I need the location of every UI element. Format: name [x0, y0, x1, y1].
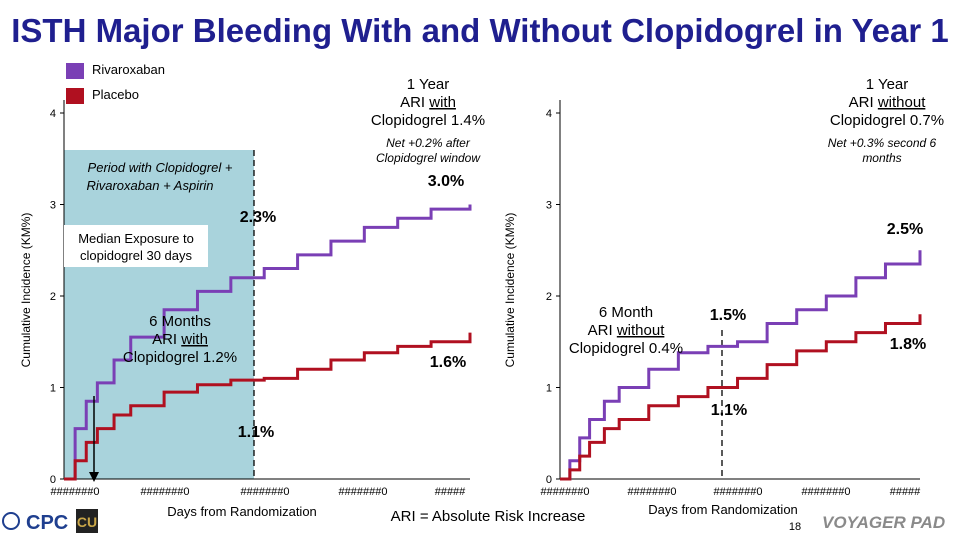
one-year-ari-line2-left: ARI with: [400, 94, 456, 111]
one-year-ari-word-right: ARI: [849, 94, 874, 111]
one-year-ari-word-left: ARI: [400, 94, 425, 111]
legend-label-placebo: Placebo: [92, 87, 139, 102]
six-month-ari-value-right: Clopidogrel 0.4%: [569, 340, 683, 357]
net-note-left-line2: Clopidogrel window: [376, 151, 481, 165]
footnote-ari: ARI = Absolute Risk Increase: [391, 508, 586, 525]
six-month-ari-line2-right: ARI without: [588, 322, 666, 339]
series-lines-left: [64, 204, 472, 481]
median-exposure-label-line1: Median Exposure to: [78, 231, 194, 246]
net-note-right-line2: months: [862, 151, 901, 165]
six-month-ari-line2: ARI with: [152, 331, 208, 348]
left-y-tick-label-1: 1: [50, 383, 56, 395]
left-x-tick-label-0: #######0: [51, 486, 100, 498]
left-x-tick-label-1: #######0: [141, 486, 190, 498]
plac-6m-label-right: 1.1%: [711, 402, 747, 419]
legend-item-placebo: Placebo: [66, 87, 139, 104]
left-series-line-placebo: [64, 332, 472, 481]
clopidogrel-window-shading: [64, 150, 254, 479]
x-ticks-left: #######0 #######0 #######0 #######0 #####: [51, 486, 467, 498]
right-y-tick-label-0: 0: [546, 474, 552, 486]
riva-1y-label-right: 2.5%: [887, 221, 923, 238]
legend-swatch-rivaroxaban: [66, 62, 84, 79]
slide-title: ISTH Major Bleeding With and Without Clo…: [11, 12, 949, 49]
right-y-tick-label-1: 1: [546, 383, 552, 395]
one-year-ari-value-right: Clopidogrel 0.7%: [830, 112, 944, 129]
left-x-tick-label-3: #######0: [339, 486, 388, 498]
one-year-ari-value-left: Clopidogrel 1.4%: [371, 112, 485, 129]
right-x-tick-label-4: #####: [890, 486, 921, 498]
plac-6m-label-left: 1.1%: [238, 424, 274, 441]
y-ticks-right: 0 1 2 3 4: [546, 108, 560, 486]
left-y-tick-label-2: 2: [50, 291, 56, 303]
six-month-ari-word: ARI: [152, 331, 177, 348]
left-x-tick-label-2: #######0: [241, 486, 290, 498]
six-month-ari-word-right: ARI: [588, 322, 613, 339]
cu-logo-block: [76, 509, 98, 533]
right-series-line-rivaroxaban: [560, 250, 922, 481]
legend-label-rivaroxaban: Rivaroxaban: [92, 62, 165, 77]
left-y-tick-label-0: 0: [50, 474, 56, 486]
voyager-pad-logo: VOYAGER PAD: [822, 513, 945, 532]
right-y-tick-label-4: 4: [546, 108, 552, 120]
plac-1y-label-left: 1.6%: [430, 354, 466, 371]
x-ticks-right: #######0 #######0 #######0 #######0 #####: [541, 486, 922, 498]
one-year-ari-title-left: 1 Year: [407, 76, 450, 93]
page-number: 18: [789, 521, 801, 533]
x-axis-title-right: Days from Randomization: [648, 502, 798, 517]
one-year-without-word-right: without: [877, 94, 926, 111]
riva-6m-label-right: 1.5%: [710, 307, 746, 324]
right-x-tick-label-3: #######0: [802, 486, 851, 498]
median-exposure-arrowhead: [89, 472, 99, 482]
right-x-tick-label-0: #######0: [541, 486, 590, 498]
cpc-logo-circle: [2, 512, 20, 530]
right-x-tick-label-2: #######0: [714, 486, 763, 498]
six-month-ari-value: Clopidogrel 1.2%: [123, 349, 237, 366]
one-year-ari-title-right: 1 Year: [866, 76, 909, 93]
plac-1y-label-right: 1.8%: [890, 336, 926, 353]
net-note-left-line1: Net +0.2% after: [386, 136, 471, 150]
left-y-tick-label-3: 3: [50, 200, 56, 212]
six-month-with-word: with: [180, 331, 208, 348]
net-note-right-line1: Net +0.3% second 6: [828, 136, 937, 150]
y-ticks-left: 0 1 2 3 4: [50, 108, 64, 486]
median-exposure-box: [64, 225, 208, 267]
window-label-line2: Rivaroxaban + Aspirin: [86, 178, 213, 193]
cpc-logo-text: CPC: [26, 512, 68, 534]
x-axis-title-left: Days from Randomization: [167, 504, 317, 519]
right-y-tick-label-3: 3: [546, 200, 552, 212]
six-month-ari-title: 6 Months: [149, 313, 211, 330]
y-axis-title-left: Cumulative Incidence (KM%): [19, 213, 33, 368]
left-x-tick-label-4: #####: [435, 486, 466, 498]
cpc-logo: CPC CU: [2, 509, 98, 534]
median-exposure-label-line2: clopidogrel 30 days: [80, 248, 193, 263]
left-y-tick-label-4: 4: [50, 108, 56, 120]
window-label-line1: Period with Clopidogrel +: [88, 160, 233, 175]
cu-logo-letters: CU: [77, 514, 97, 530]
left-series-line-rivaroxaban: [64, 204, 472, 481]
legend-item-rivaroxaban: Rivaroxaban: [66, 62, 165, 79]
legend-swatch-placebo: [66, 87, 84, 104]
right-y-tick-label-2: 2: [546, 291, 552, 303]
right-series-line-placebo: [560, 314, 922, 481]
six-month-without-word-right: without: [616, 322, 665, 339]
riva-1y-label-left: 3.0%: [428, 173, 464, 190]
right-x-tick-label-1: #######0: [628, 486, 677, 498]
series-lines-right: [560, 250, 922, 481]
one-year-ari-line2-right: ARI without: [849, 94, 927, 111]
y-axis-title-right: Cumulative Incidence (KM%): [503, 213, 517, 368]
riva-6m-label-left: 2.3%: [240, 209, 276, 226]
six-month-ari-title-right: 6 Month: [599, 304, 653, 321]
one-year-with-word-left: with: [428, 94, 456, 111]
